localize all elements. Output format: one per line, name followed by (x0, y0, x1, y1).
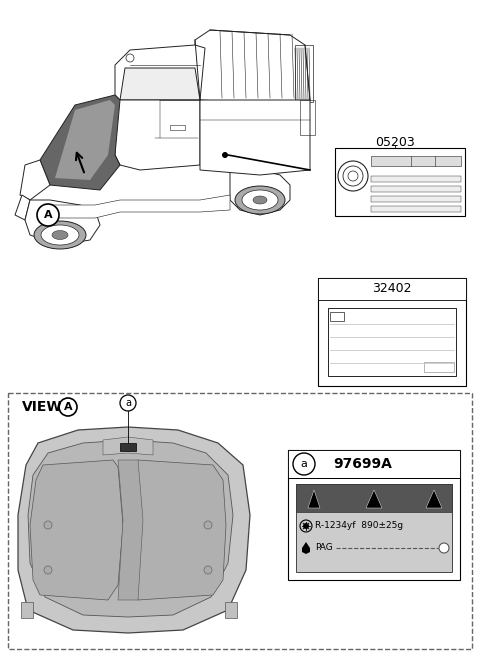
Polygon shape (103, 437, 153, 455)
Polygon shape (30, 460, 123, 600)
Text: a: a (125, 398, 131, 408)
Polygon shape (115, 100, 200, 170)
Bar (120, 443, 136, 451)
Text: a: a (300, 459, 307, 469)
Circle shape (44, 566, 52, 574)
Polygon shape (426, 490, 442, 508)
Polygon shape (15, 195, 30, 220)
Circle shape (120, 395, 136, 411)
Bar (296, 484, 452, 572)
Bar (371, 206, 461, 212)
Bar (371, 176, 461, 182)
Circle shape (59, 398, 77, 416)
Polygon shape (130, 460, 226, 600)
Bar (318, 278, 466, 386)
Circle shape (44, 521, 52, 529)
Bar (371, 156, 461, 166)
Polygon shape (195, 30, 310, 105)
Text: 05203: 05203 (375, 135, 415, 148)
Polygon shape (20, 160, 50, 200)
Text: A: A (64, 402, 72, 412)
Bar (371, 196, 461, 202)
Bar (21, 602, 33, 618)
Text: PAG: PAG (315, 543, 333, 553)
Bar (8, 393, 472, 649)
Polygon shape (50, 195, 230, 218)
Ellipse shape (242, 190, 278, 210)
Bar (296, 484, 452, 512)
Polygon shape (302, 542, 310, 554)
Text: A: A (44, 210, 52, 220)
Text: VIEW: VIEW (22, 400, 62, 414)
Ellipse shape (235, 186, 285, 214)
Bar (225, 602, 237, 618)
Polygon shape (18, 427, 250, 633)
Bar (328, 308, 456, 376)
Bar (424, 362, 454, 372)
Bar (300, 100, 315, 135)
Circle shape (293, 453, 315, 475)
Bar (288, 450, 460, 478)
Polygon shape (115, 45, 205, 100)
Polygon shape (308, 490, 320, 508)
Polygon shape (55, 100, 115, 180)
Bar (371, 186, 461, 192)
Circle shape (303, 523, 309, 529)
Bar (335, 148, 465, 216)
Polygon shape (25, 200, 100, 245)
Circle shape (439, 543, 449, 553)
Ellipse shape (52, 231, 68, 240)
Ellipse shape (41, 225, 79, 245)
Text: R-1234yf  890±25g: R-1234yf 890±25g (315, 522, 403, 530)
Circle shape (204, 566, 212, 574)
Bar (330, 312, 344, 321)
Polygon shape (40, 95, 120, 190)
Polygon shape (118, 460, 143, 600)
Ellipse shape (253, 196, 267, 204)
Polygon shape (230, 170, 290, 215)
Polygon shape (28, 440, 233, 617)
Text: 97699A: 97699A (333, 457, 392, 471)
Polygon shape (120, 68, 200, 100)
Circle shape (204, 521, 212, 529)
Circle shape (222, 152, 228, 158)
Ellipse shape (34, 221, 86, 249)
Bar (295, 45, 313, 102)
Bar (318, 278, 466, 300)
Polygon shape (366, 490, 382, 508)
Text: 32402: 32402 (372, 283, 412, 296)
Bar (288, 450, 460, 580)
Polygon shape (200, 100, 310, 175)
Circle shape (37, 204, 59, 226)
Bar (170, 125, 185, 130)
